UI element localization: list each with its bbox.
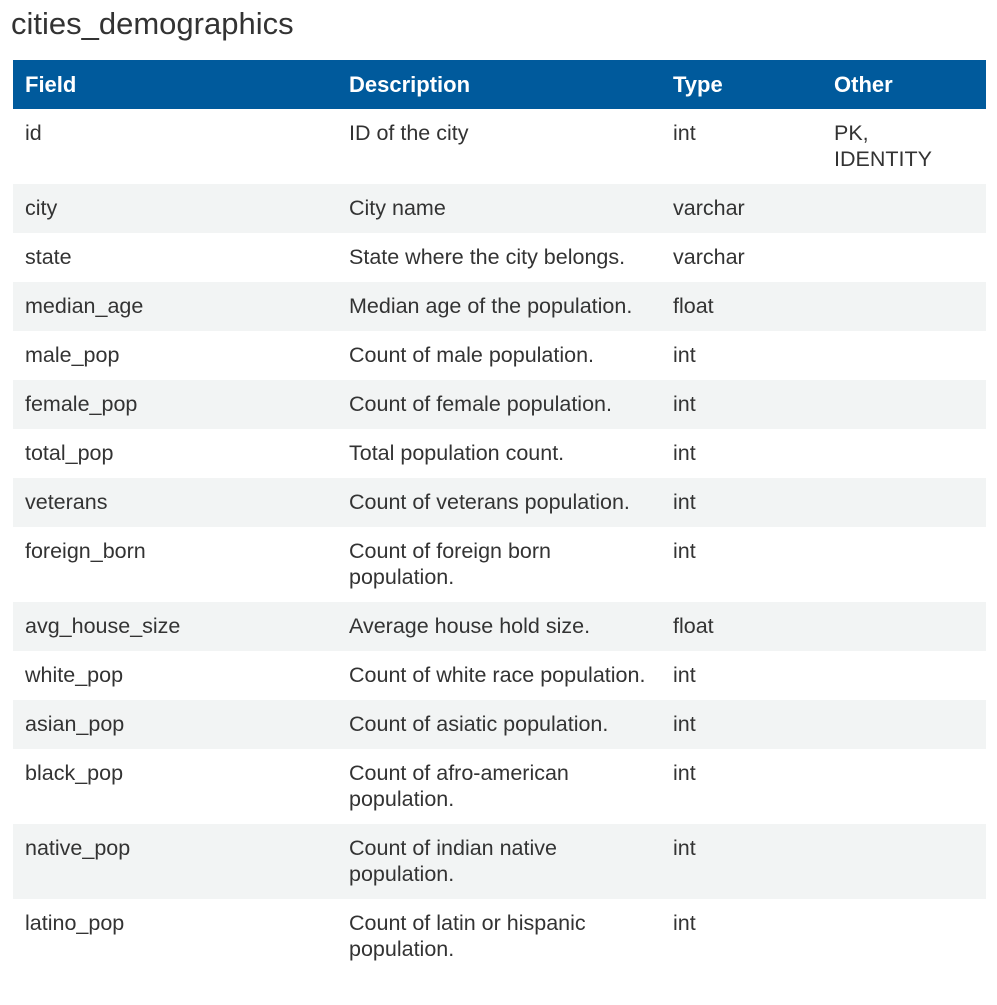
type-cell: int bbox=[661, 478, 822, 527]
field-cell: female_pop bbox=[13, 380, 337, 429]
field-cell: asian_pop bbox=[13, 700, 337, 749]
other-cell bbox=[822, 527, 986, 602]
type-cell: int bbox=[661, 749, 822, 824]
other-cell bbox=[822, 233, 986, 282]
type-cell: int bbox=[661, 527, 822, 602]
other-cell bbox=[822, 824, 986, 899]
other-cell bbox=[822, 184, 986, 233]
type-cell: int bbox=[661, 651, 822, 700]
description-cell: State where the city belongs. bbox=[337, 233, 661, 282]
table-header-row: Field Description Type Other bbox=[13, 60, 986, 109]
description-cell: Count of male population. bbox=[337, 331, 661, 380]
field-cell: total_pop bbox=[13, 429, 337, 478]
type-cell: varchar bbox=[661, 184, 822, 233]
field-cell: state bbox=[13, 233, 337, 282]
description-cell: Count of indian native population. bbox=[337, 824, 661, 899]
other-cell bbox=[822, 331, 986, 380]
type-cell: int bbox=[661, 380, 822, 429]
type-cell: float bbox=[661, 282, 822, 331]
type-cell: int bbox=[661, 109, 822, 184]
description-cell: Count of latin or hispanic population. bbox=[337, 899, 661, 974]
field-cell: native_pop bbox=[13, 824, 337, 899]
description-cell: Count of afro-american population. bbox=[337, 749, 661, 824]
field-cell: foreign_born bbox=[13, 527, 337, 602]
field-cell: latino_pop bbox=[13, 899, 337, 974]
schema-table: Field Description Type Other id ID of the… bbox=[13, 60, 986, 974]
description-cell: Count of white race population. bbox=[337, 651, 661, 700]
field-cell: median_age bbox=[13, 282, 337, 331]
type-cell: int bbox=[661, 700, 822, 749]
table-row: id ID of the city int PK, IDENTITY bbox=[13, 109, 986, 184]
table-row: city City name varchar bbox=[13, 184, 986, 233]
description-cell: Count of veterans population. bbox=[337, 478, 661, 527]
column-header-description: Description bbox=[337, 60, 661, 109]
description-cell: Median age of the population. bbox=[337, 282, 661, 331]
other-cell bbox=[822, 478, 986, 527]
table-row: median_age Median age of the population. f… bbox=[13, 282, 986, 331]
other-cell bbox=[822, 602, 986, 651]
table-row: latino_pop Count of latin or hispanic pop… bbox=[13, 899, 986, 974]
description-cell: ID of the city bbox=[337, 109, 661, 184]
description-cell: Count of female population. bbox=[337, 380, 661, 429]
field-cell: white_pop bbox=[13, 651, 337, 700]
type-cell: int bbox=[661, 899, 822, 974]
description-cell: Count of foreign born population. bbox=[337, 527, 661, 602]
type-cell: int bbox=[661, 429, 822, 478]
description-cell: Count of asiatic population. bbox=[337, 700, 661, 749]
other-cell bbox=[822, 282, 986, 331]
other-cell bbox=[822, 700, 986, 749]
other-cell bbox=[822, 899, 986, 974]
other-cell bbox=[822, 429, 986, 478]
column-header-type: Type bbox=[661, 60, 822, 109]
table-row: veterans Count of veterans population. int bbox=[13, 478, 986, 527]
other-cell bbox=[822, 380, 986, 429]
table-row: foreign_born Count of foreign born popula… bbox=[13, 527, 986, 602]
type-cell: int bbox=[661, 824, 822, 899]
description-cell: City name bbox=[337, 184, 661, 233]
other-cell bbox=[822, 749, 986, 824]
type-cell: varchar bbox=[661, 233, 822, 282]
table-row: male_pop Count of male population. int bbox=[13, 331, 986, 380]
table-row: avg_house_size Average house hold size. fl… bbox=[13, 602, 986, 651]
table-row: white_pop Count of white race population.… bbox=[13, 651, 986, 700]
table-row: female_pop Count of female population. int bbox=[13, 380, 986, 429]
table-row: native_pop Count of indian native populat… bbox=[13, 824, 986, 899]
type-cell: float bbox=[661, 602, 822, 651]
table-row: state State where the city belongs. varcha… bbox=[13, 233, 986, 282]
table-row: total_pop Total population count. int bbox=[13, 429, 986, 478]
field-cell: id bbox=[13, 109, 337, 184]
table-body: id ID of the city int PK, IDENTITY city City n… bbox=[13, 109, 986, 974]
field-cell: avg_house_size bbox=[13, 602, 337, 651]
description-cell: Average house hold size. bbox=[337, 602, 661, 651]
other-cell: PK, IDENTITY bbox=[822, 109, 986, 184]
page-title: cities_demographics bbox=[11, 6, 294, 41]
table-header: Field Description Type Other bbox=[13, 60, 986, 109]
column-header-field: Field bbox=[13, 60, 337, 109]
field-cell: veterans bbox=[13, 478, 337, 527]
type-cell: int bbox=[661, 331, 822, 380]
other-cell bbox=[822, 651, 986, 700]
field-cell: black_pop bbox=[13, 749, 337, 824]
description-cell: Total population count. bbox=[337, 429, 661, 478]
field-cell: city bbox=[13, 184, 337, 233]
table-row: asian_pop Count of asiatic population. int bbox=[13, 700, 986, 749]
field-cell: male_pop bbox=[13, 331, 337, 380]
column-header-other: Other bbox=[822, 60, 986, 109]
table-row: black_pop Count of afro-american populati… bbox=[13, 749, 986, 824]
